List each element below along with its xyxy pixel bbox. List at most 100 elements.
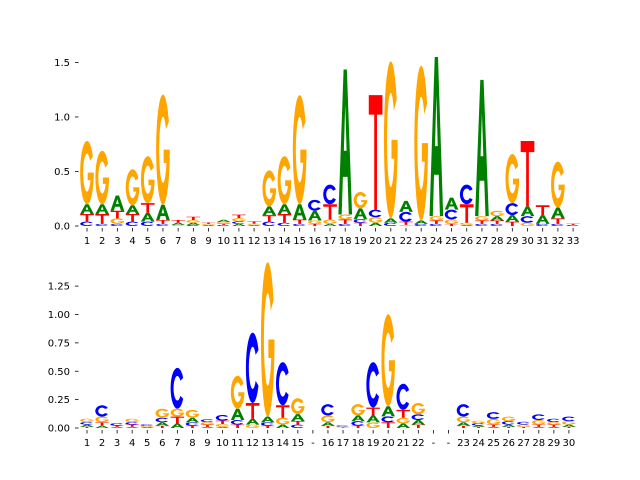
logo-letter-T: [456, 425, 471, 428]
logo-letter-T: [185, 425, 200, 428]
x-tick-label: 19: [354, 236, 367, 247]
x-tick-label: 19: [367, 438, 380, 449]
logo-letter-A: [520, 206, 535, 217]
x-tick-label: 1: [84, 438, 90, 449]
logo-letter-G: [399, 224, 413, 227]
logo-letter-G: [351, 404, 365, 416]
y-tick-label: 0.50: [48, 367, 70, 378]
logo-letter-T: [459, 204, 474, 223]
logo-letter-G: [547, 422, 561, 425]
logo-letter-T: [551, 218, 565, 224]
logo-letter-G: [216, 221, 231, 224]
x-tick-label: -: [311, 438, 315, 449]
logo-letter-A: [411, 420, 426, 425]
logo-letter-G: [260, 262, 275, 417]
x-tick-label: 16: [322, 438, 335, 449]
logo-letter-T: [262, 215, 277, 222]
logo-letter-G: [186, 220, 201, 223]
logo-letter-T: [366, 407, 380, 416]
logo-letter-A: [125, 426, 139, 428]
y-tick-label: 1.5: [54, 58, 70, 69]
logo-letter-T: [471, 426, 486, 428]
logo-letter-A: [95, 425, 109, 428]
logo-letter-C: [471, 423, 485, 426]
logo-letter-G: [276, 417, 290, 425]
logo-letter-G: [80, 418, 94, 423]
logo-letter-A: [475, 79, 489, 217]
logo-letter-G: [308, 220, 322, 224]
x-tick-label: 26: [460, 236, 473, 247]
logo-letter-G: [156, 94, 170, 205]
logo-letter-G: [520, 222, 535, 227]
logo-letter-C: [80, 422, 93, 425]
logo-letter-A: [308, 210, 322, 221]
logo-letter-T: [230, 424, 245, 428]
logo-letter-C: [110, 423, 123, 426]
logo-letter-G: [411, 403, 426, 415]
logo-letter-C: [308, 199, 321, 211]
logo-letter-G: [562, 421, 576, 425]
logo-letter-G: [291, 398, 305, 415]
logo-letter-A: [215, 426, 230, 428]
logo-letter-G: [95, 150, 110, 205]
x-tick-label: -: [447, 438, 451, 449]
logo-letter-G: [368, 217, 383, 223]
x-tick-label: 3: [114, 236, 120, 247]
y-tick-label: 0.75: [48, 338, 70, 349]
logo-letter-G: [486, 418, 501, 425]
logo-letter-C: [414, 223, 428, 226]
logo-letter-G: [381, 314, 395, 407]
logo-letter-T: [80, 214, 94, 222]
x-tick-label: 2: [99, 236, 105, 247]
logo-letter-T: [399, 221, 413, 225]
logo-letter-G: [321, 415, 335, 423]
x-tick-label: 9: [205, 236, 211, 247]
x-tick-label: 4: [129, 438, 135, 449]
logo-letter-G: [471, 420, 486, 424]
logo-letter-A: [501, 424, 516, 427]
x-tick-label: 27: [476, 236, 489, 247]
logo-letter-G: [185, 409, 200, 418]
logo-letter-G: [247, 223, 261, 225]
logo-letter-G: [140, 156, 155, 204]
logo-letter-C: [399, 211, 412, 222]
x-tick-label: 22: [412, 438, 425, 449]
logo-letter-G: [475, 216, 489, 221]
x-tick-label: 24: [472, 438, 485, 449]
logo-letter-C: [216, 224, 230, 226]
logo-letter-A: [170, 423, 185, 428]
x-tick-label: 4: [129, 236, 135, 247]
logo-letter-G: [501, 416, 516, 422]
logo-letter-T: [140, 203, 155, 213]
logo-letter-A: [171, 222, 185, 225]
x-tick-label: 2: [99, 438, 105, 449]
logo-letter-T: [444, 223, 459, 226]
logo-letter-A: [201, 224, 216, 226]
logo-letter-T: [200, 424, 215, 427]
logo-letter-G: [292, 95, 307, 205]
y-tick-label: 0.0: [54, 222, 70, 233]
logo-letter-C: [520, 216, 534, 223]
logo-letter-A: [366, 415, 380, 423]
logo-letter-G: [429, 216, 444, 221]
logo-letter-C: [336, 425, 349, 427]
logo-letter-C: [170, 367, 184, 409]
logo-letter-G: [170, 408, 185, 417]
logo-letter-A: [110, 426, 124, 428]
logo-letter-C: [156, 223, 169, 226]
x-tick-label: 24: [430, 236, 443, 247]
logo-letter-T: [351, 425, 365, 428]
x-tick-label: 28: [532, 438, 545, 449]
x-tick-label: 28: [491, 236, 504, 247]
x-tick-label: 16: [308, 236, 321, 247]
logo-letter-C: [516, 421, 530, 425]
x-tick-label: 7: [175, 236, 181, 247]
logo-letter-T: [532, 424, 546, 427]
logo-letter-A: [186, 222, 201, 225]
x-tick-label: 1: [84, 236, 90, 247]
logo-letter-A: [323, 223, 337, 226]
logo-letter-A: [125, 205, 140, 215]
logo-letter-A: [471, 425, 486, 427]
logo-letter-G: [230, 375, 245, 409]
logo-letter-C: [562, 416, 575, 422]
